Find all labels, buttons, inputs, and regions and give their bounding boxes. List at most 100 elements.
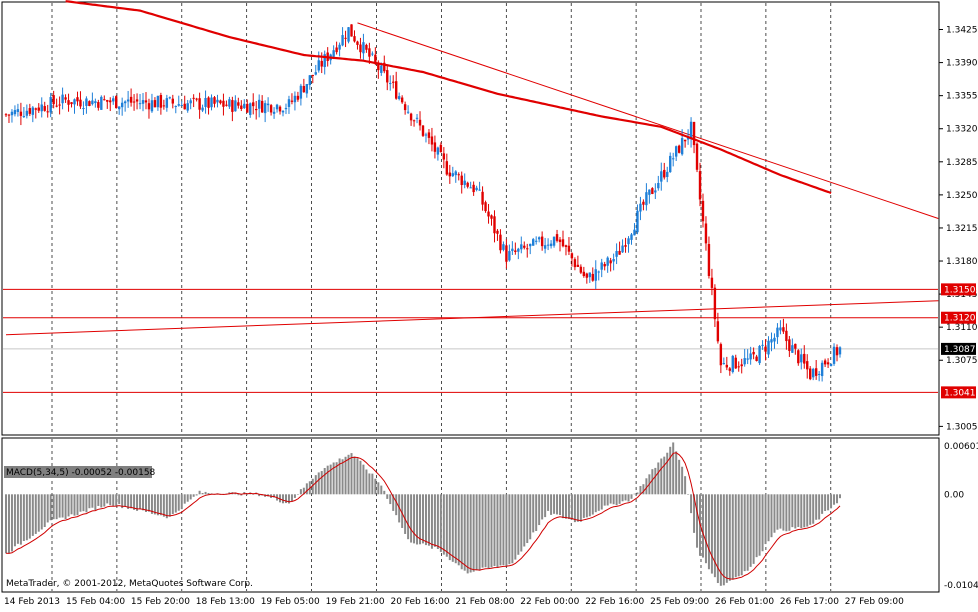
macd-bar <box>10 494 13 552</box>
macd-bar <box>341 459 344 495</box>
candle-bull <box>31 107 35 115</box>
candle-bear <box>719 344 723 366</box>
candle-bear <box>710 277 714 288</box>
candle-bear <box>526 248 529 250</box>
macd-bar <box>198 490 201 495</box>
macd-bar <box>523 494 526 547</box>
candle-bull <box>657 182 660 189</box>
candle-bear <box>445 161 449 175</box>
macd-bar <box>463 494 466 571</box>
candle-bear <box>421 125 425 136</box>
macd-bar <box>740 494 743 576</box>
macd-bar <box>627 494 630 502</box>
macd-bar <box>19 494 22 545</box>
macd-bar <box>824 494 827 511</box>
macd-bar <box>413 494 416 544</box>
candle-bull <box>654 190 657 193</box>
macd-bar <box>538 494 541 526</box>
time-axis: 14 Feb 2013 15 Feb 04:00 15 Feb 20:00 18 Fe… <box>4 597 904 607</box>
price-tick-label: 1.3180 <box>946 257 978 267</box>
candle-bear <box>58 104 61 106</box>
time-tick-label: 20 Feb 16:00 <box>391 597 450 607</box>
candle-bear <box>797 350 800 364</box>
macd-bar <box>773 494 776 533</box>
price-tag-resistance_2 <box>941 311 976 324</box>
candle-bull <box>520 244 523 250</box>
candle-bear <box>225 104 228 106</box>
candle-bear <box>34 108 37 110</box>
macd-bar <box>597 494 600 511</box>
macd-bar <box>43 494 46 528</box>
macd-bar <box>716 494 719 584</box>
macd-bar <box>34 494 37 534</box>
candle-bear <box>350 24 353 37</box>
macd-bar <box>645 478 648 495</box>
macd-bar <box>88 494 91 509</box>
macd-bar <box>633 493 636 495</box>
candle-bear <box>692 121 696 146</box>
macd-bar <box>395 494 398 516</box>
time-tick-label: 25 Feb 09:00 <box>650 597 709 607</box>
candle-bear <box>755 356 758 361</box>
macd-tick-label: 0.00 <box>944 490 964 500</box>
candle-bear <box>171 98 174 104</box>
macd-bar <box>752 494 755 564</box>
macd-bar <box>725 494 728 583</box>
macd-bar <box>386 494 389 499</box>
macd-bar <box>31 494 34 536</box>
macd-bar <box>323 467 326 495</box>
macd-bar <box>487 494 490 569</box>
candle-bear <box>561 239 565 247</box>
time-tick-label: 15 Feb 04:00 <box>66 597 125 607</box>
candle-bull <box>228 99 231 107</box>
macd-bar <box>79 494 82 512</box>
price-panel-frame <box>1 1 940 436</box>
candle-bear <box>52 95 55 105</box>
macd-bar <box>672 442 675 495</box>
macd-bar <box>621 494 624 502</box>
macd-bar <box>448 494 451 561</box>
candle-bear <box>540 236 544 247</box>
candle-bear <box>183 103 186 110</box>
macd-bar <box>788 494 791 531</box>
macd-bar <box>326 465 329 495</box>
candle-bull <box>636 210 639 233</box>
candle-bull <box>546 244 550 246</box>
trendline <box>5 300 939 336</box>
candle-bear <box>88 101 91 106</box>
macd-bar <box>675 451 678 495</box>
candle-bull <box>424 134 428 136</box>
candle-bear <box>752 351 755 355</box>
candle-bull <box>275 104 279 110</box>
candle-bear <box>368 48 371 57</box>
macd-bar <box>639 486 642 495</box>
macd-bar <box>64 494 67 520</box>
price-tag-support <box>941 386 976 399</box>
macd-bar <box>833 494 836 505</box>
candle-bear <box>219 100 222 104</box>
candle-bull <box>338 44 341 50</box>
price-tick-label: 1.3005 <box>946 422 978 432</box>
candle-bull <box>314 72 317 75</box>
macd-bar <box>112 494 115 506</box>
time-tick-label: 15 Feb 20:00 <box>131 597 190 607</box>
candle-bear <box>642 201 645 205</box>
candle-bull <box>243 103 246 109</box>
macd-bar <box>204 491 207 495</box>
macd-bar <box>109 494 112 506</box>
macd-bar <box>526 494 529 544</box>
macd-label-bg <box>4 466 152 478</box>
candle-bear <box>570 253 574 259</box>
candle-bear <box>490 215 493 219</box>
candle-bull <box>475 187 478 190</box>
candle-bear <box>70 102 73 105</box>
macd-bar <box>156 494 159 516</box>
candle-bull <box>308 75 312 85</box>
candle-bull <box>16 109 20 112</box>
price-tag-resistance_1 <box>941 283 976 296</box>
price-tag-label: 1.3041 <box>944 388 976 398</box>
candle-bull <box>415 117 419 119</box>
candle-bear <box>579 266 583 273</box>
